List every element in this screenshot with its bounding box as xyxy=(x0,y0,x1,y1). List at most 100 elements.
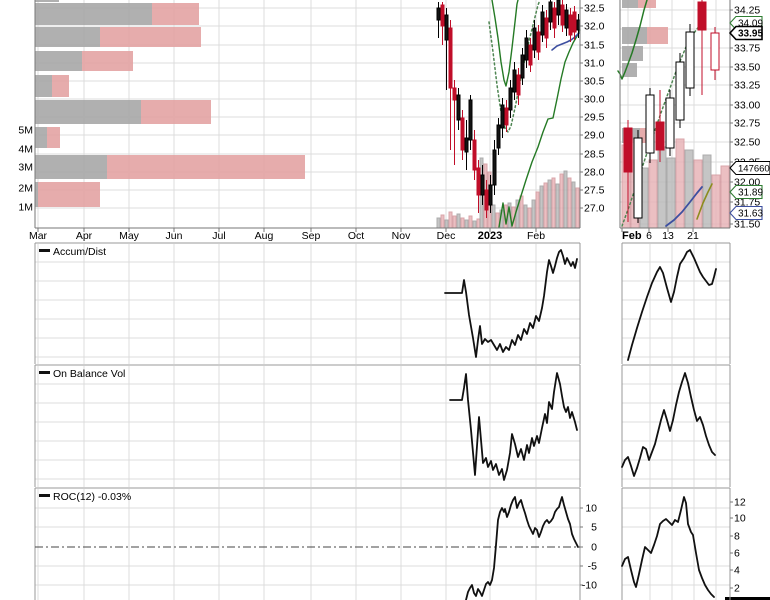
candle-body xyxy=(464,137,469,153)
volume-by-price-bar-pink xyxy=(647,27,668,44)
volume-bar xyxy=(657,146,667,229)
month-axis-label: Aug xyxy=(255,230,274,242)
candle-body xyxy=(436,7,441,21)
candle-body xyxy=(512,69,517,93)
ma-short-line xyxy=(491,0,519,87)
volume-bar xyxy=(444,219,449,229)
volume-bar xyxy=(711,174,721,229)
roc-axis-label: -5 xyxy=(588,561,597,573)
volume-bar xyxy=(472,220,477,229)
roc-axis-label: 2 xyxy=(734,583,740,595)
candle-body xyxy=(492,149,497,186)
volume-bar xyxy=(555,183,560,229)
obv-legend-swatch xyxy=(39,371,50,374)
candle-body xyxy=(508,87,513,111)
volume-bar xyxy=(531,199,536,229)
volume-bar xyxy=(527,207,532,229)
volume-by-price-bar-gray xyxy=(35,75,52,97)
volume-bar xyxy=(436,217,441,229)
price-flag-label: 33.95 xyxy=(738,29,763,40)
candle-body xyxy=(524,37,529,61)
candle-body xyxy=(496,124,501,149)
roc-axis-label: 8 xyxy=(734,531,740,543)
month-axis-label: Jun xyxy=(166,230,183,242)
price-axis-label: 31.5 xyxy=(584,40,605,52)
olive-ma-line xyxy=(696,183,713,220)
candle-body xyxy=(476,167,481,196)
roc-legend-label: ROC(12) -0.03% xyxy=(53,491,131,503)
price-axis-label: 29.0 xyxy=(584,130,605,142)
roc-axis-label: 10 xyxy=(734,513,746,525)
obv-legend-label: On Balance Vol xyxy=(53,368,125,380)
candle-body xyxy=(532,27,537,51)
price-axis-label: 33.75 xyxy=(734,43,760,55)
price-flag-label: 31.63 xyxy=(738,209,763,220)
roc-axis-label: 0 xyxy=(591,542,597,554)
roc-axis-label: 4 xyxy=(734,565,740,577)
candle-body xyxy=(552,7,557,29)
price-axis-label: 27.5 xyxy=(584,185,605,197)
price-axis-label: 28.5 xyxy=(584,149,605,161)
month-axis-label: Jul xyxy=(212,230,225,242)
date-axis-label: 13 xyxy=(662,230,674,242)
volume-by-price-bar-gray xyxy=(35,182,38,207)
volume-bar xyxy=(559,173,564,229)
price-flag xyxy=(729,184,763,200)
price-axis-label: 31.75 xyxy=(734,197,760,209)
candle-body xyxy=(697,1,707,31)
volume-by-price-bar-gray xyxy=(622,0,638,8)
volume-bar xyxy=(551,177,556,229)
candle-body xyxy=(665,97,675,149)
candle-body xyxy=(440,4,445,27)
price-axis-label: 32.75 xyxy=(734,118,760,130)
indicator-line xyxy=(449,372,578,481)
roc-axis-label: 6 xyxy=(734,548,740,560)
partial-price-flag xyxy=(725,597,770,600)
price-axis-label: 29.5 xyxy=(584,112,605,124)
volume-bar xyxy=(571,181,576,229)
volume-bar xyxy=(648,159,658,229)
candle-body xyxy=(444,14,449,41)
ma-dotted-line xyxy=(488,0,541,133)
candle-body xyxy=(468,99,473,141)
candle-body xyxy=(633,137,643,219)
candle-body xyxy=(655,121,665,151)
volume-bar xyxy=(468,215,473,229)
volume-by-price-bar-pink xyxy=(52,75,69,97)
month-axis-label: Sep xyxy=(302,230,321,242)
volume-by-price-bar-gray xyxy=(35,0,59,2)
price-flag-label: 34.09 xyxy=(738,19,763,30)
indicator-line-mini xyxy=(621,372,716,477)
volume-bar xyxy=(519,195,524,229)
price-axis-label: 30.0 xyxy=(584,94,605,106)
month-axis-label: Oct xyxy=(348,230,364,242)
roc-axis-label: 12 xyxy=(734,497,746,509)
volume-by-price-bar-gray xyxy=(35,27,100,47)
candle-body xyxy=(548,1,553,23)
volume-bar xyxy=(702,154,712,229)
candle-body xyxy=(460,117,465,151)
price-axis-label: 32.50 xyxy=(734,137,760,149)
price-axis-label: 32.0 xyxy=(584,21,605,33)
price-axis-label: 34.25 xyxy=(734,5,760,17)
price-axis-label: 33.25 xyxy=(734,80,760,92)
candle-body xyxy=(516,74,521,96)
volume-bar xyxy=(476,218,481,229)
candle-body xyxy=(675,61,685,121)
price-axis-label: 33.00 xyxy=(734,100,760,112)
price-axis-label: 32.5 xyxy=(584,3,605,15)
volume-bar xyxy=(523,204,528,229)
price-flag xyxy=(728,25,763,41)
candle-body xyxy=(480,174,485,196)
candle-body xyxy=(472,139,477,171)
candle-body xyxy=(544,17,549,39)
volume-bar xyxy=(464,219,469,229)
roc-axis-label: 5 xyxy=(591,522,597,534)
volume-by-price-bar-gray xyxy=(622,63,637,77)
volume-axis-label: 2M xyxy=(18,183,33,195)
volume-bar xyxy=(539,185,544,229)
volume-by-price-bar-gray xyxy=(35,3,152,25)
price-axis-label: 31.0 xyxy=(584,58,605,70)
